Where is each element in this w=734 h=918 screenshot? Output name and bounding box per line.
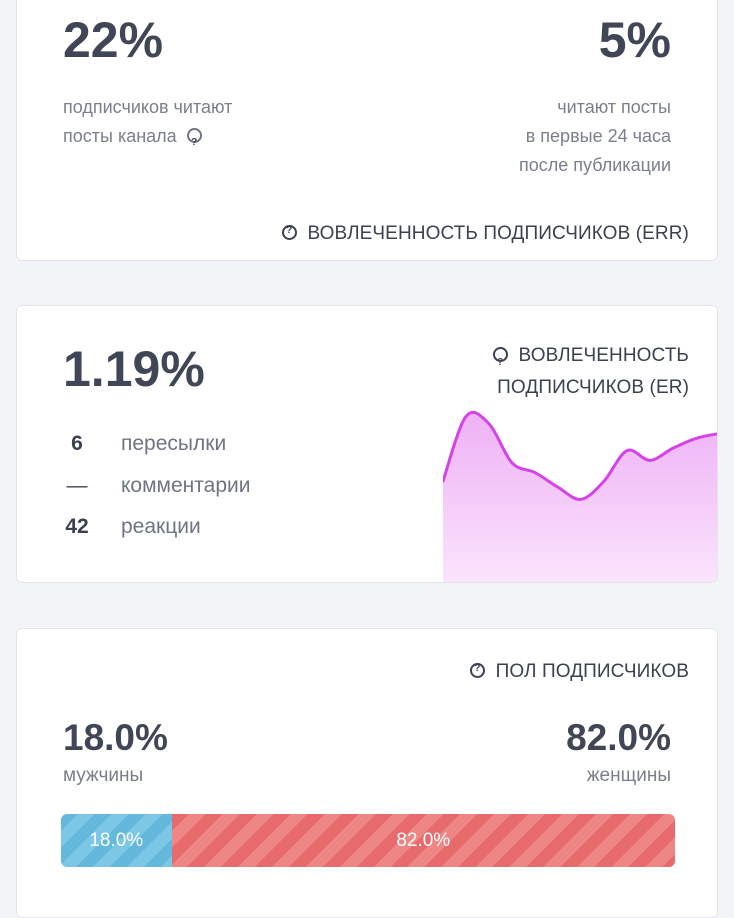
- first-day-desc-line1: читают посты: [557, 97, 671, 117]
- first-day-desc-line2: в первые 24 часа: [525, 126, 671, 146]
- read-rate-desc-line1: подписчиков читают: [63, 97, 233, 117]
- gender-title[interactable]: ПОЛ ПОДПИСЧИКОВ: [469, 661, 689, 683]
- stat-number: 6: [71, 432, 83, 455]
- gender-title-text: ПОЛ ПОДПИСЧИКОВ: [495, 661, 689, 682]
- stat-row-reactions: 42 реакции: [47, 512, 201, 542]
- er-title-line1: ВОВЛЕЧЕННОСТЬ: [492, 340, 689, 379]
- er-sparkline-chart: [443, 410, 717, 582]
- gender-card: ПОЛ ПОДПИСЧИКОВ 18.0% мужчины 82.0% женщ…: [16, 628, 718, 918]
- engagement-card: 1.19% ВОВЛЕЧЕННОСТЬ ПОДПИСЧИКОВ (ER) 6 п…: [16, 305, 718, 583]
- read-rate-desc-line2: посты канала: [63, 122, 232, 157]
- read-rate-description: подписчиков читают посты канала: [63, 93, 233, 157]
- first-day-desc-line3: после публикации: [519, 155, 671, 175]
- er-title-line2: ПОДПИСЧИКОВ (ER): [497, 377, 689, 398]
- female-bar-segment: 82.0%: [171, 814, 675, 867]
- er-title[interactable]: ВОВЛЕЧЕННОСТЬ ПОДПИСЧИКОВ (ER): [492, 340, 689, 404]
- male-label: мужчины: [63, 765, 144, 786]
- female-percent: 82.0%: [566, 717, 671, 758]
- stat-number: —: [66, 474, 88, 497]
- err-label[interactable]: ВОВЛЕЧЕННОСТЬ ПОДПИСЧИКОВ (ERR): [281, 223, 689, 245]
- read-rate-value: 22%: [63, 12, 164, 68]
- first-day-read-description: читают посты в первые 24 часа после публ…: [519, 93, 671, 180]
- question-circle-icon[interactable]: [281, 225, 297, 240]
- sparkline-line: [443, 410, 717, 501]
- question-circle-icon[interactable]: [469, 663, 485, 678]
- first-day-read-value: 5%: [598, 12, 671, 68]
- reach-card: 22% подписчиков читают посты канала 5% ч…: [16, 0, 718, 261]
- stat-label: комментарии: [121, 474, 251, 497]
- stat-row-forwards: 6 пересылки: [47, 429, 226, 459]
- err-label-text: ВОВЛЕЧЕННОСТЬ ПОДПИСЧИКОВ (ERR): [307, 223, 689, 244]
- stat-label: пересылки: [121, 432, 227, 455]
- er-value: 1.19%: [63, 341, 205, 397]
- read-rate-desc-line2-text: посты канала: [63, 126, 177, 146]
- stat-row-comments: — комментарии: [47, 471, 251, 501]
- question-circle-icon[interactable]: [186, 128, 202, 157]
- female-label: женщины: [586, 765, 671, 786]
- question-circle-icon[interactable]: [492, 347, 508, 379]
- gender-ratio-bar: 18.0% 82.0%: [61, 814, 675, 867]
- stat-number: 42: [65, 515, 89, 538]
- sparkline-area: [443, 412, 717, 582]
- stat-label: реакции: [121, 515, 201, 538]
- male-percent: 18.0%: [63, 717, 168, 758]
- male-bar-segment: 18.0%: [61, 814, 172, 867]
- er-title-line1-text: ВОВЛЕЧЕННОСТЬ: [518, 345, 689, 366]
